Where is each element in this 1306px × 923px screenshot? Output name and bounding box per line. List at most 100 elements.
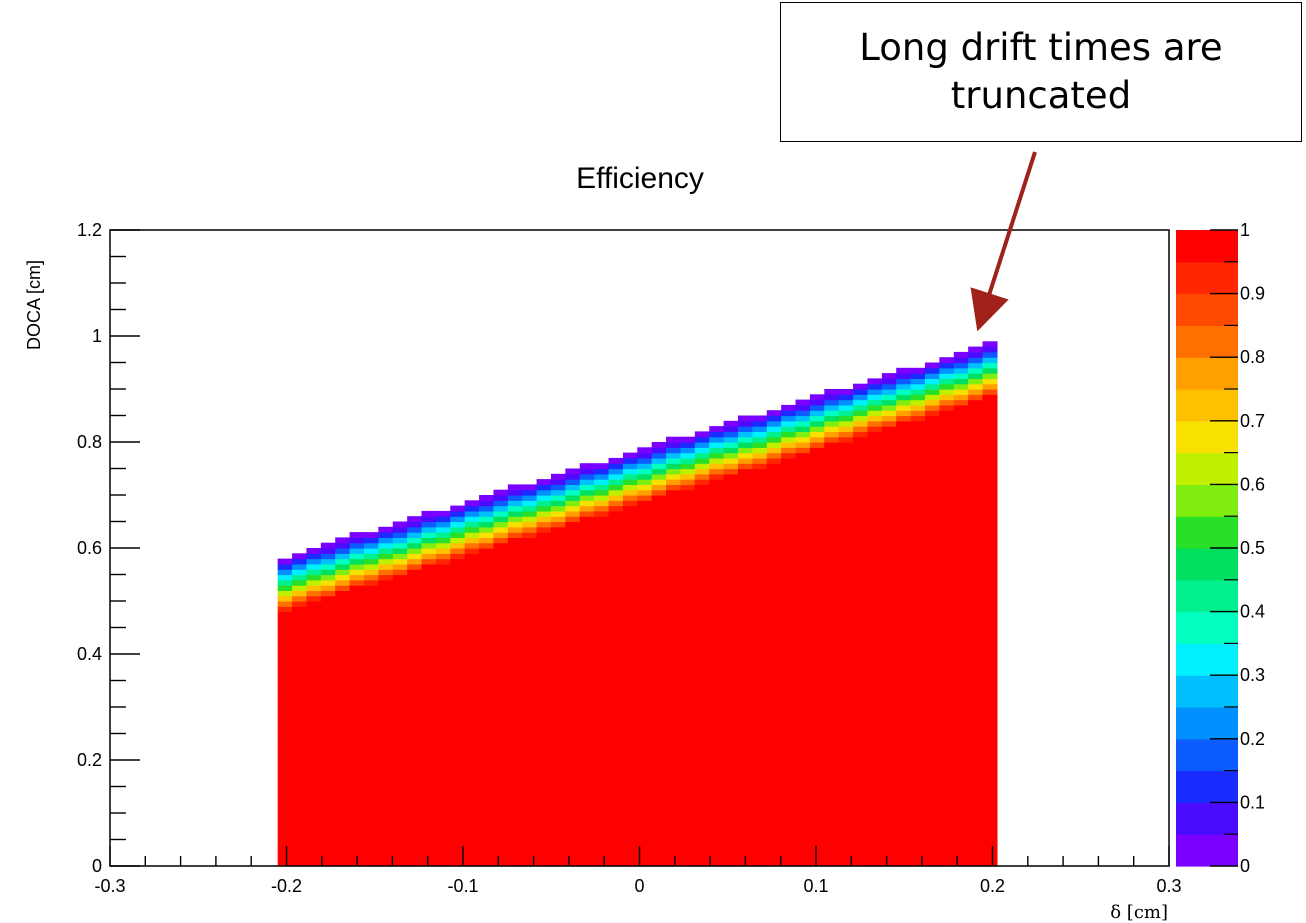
heatmap-cell	[522, 643, 538, 650]
heatmap-cell	[953, 590, 969, 597]
heatmap-cell	[608, 521, 624, 528]
heatmap-cell	[335, 659, 351, 666]
heatmap-cell	[479, 765, 495, 772]
heatmap-cell	[853, 489, 869, 496]
heatmap-cell	[723, 844, 739, 851]
heatmap-cell	[493, 563, 509, 570]
heatmap-cell	[968, 659, 984, 666]
heatmap-cell	[881, 611, 897, 618]
heatmap-cell	[737, 415, 753, 422]
heatmap-cell	[579, 537, 595, 544]
heatmap-cell	[507, 510, 523, 517]
heatmap-cell	[795, 638, 811, 644]
heatmap-cell	[493, 616, 509, 623]
heatmap-cell	[924, 823, 940, 830]
heatmap-cell	[939, 707, 955, 713]
heatmap-cell	[881, 643, 897, 650]
heatmap-cell	[565, 781, 581, 788]
heatmap-cell	[737, 643, 753, 650]
heatmap-cell	[838, 839, 854, 846]
heatmap-cell	[838, 791, 854, 798]
heatmap-cell	[809, 548, 825, 554]
heatmap-cell	[320, 701, 336, 708]
heatmap-cell	[666, 728, 682, 735]
heatmap-cell	[795, 696, 811, 703]
heatmap-cell	[924, 394, 940, 401]
heatmap-cell	[824, 558, 840, 565]
heatmap-cell	[795, 415, 811, 422]
heatmap-cell	[435, 654, 451, 660]
heatmap-cell	[982, 510, 998, 517]
heatmap-cell	[550, 712, 566, 719]
heatmap-cell	[550, 532, 566, 538]
heatmap-cell	[349, 569, 365, 576]
heatmap-cell	[522, 791, 538, 798]
heatmap-cell	[421, 553, 437, 560]
heatmap-cell	[694, 442, 710, 448]
heatmap-cell	[493, 844, 509, 851]
heatmap-cell	[982, 436, 998, 443]
heatmap-cell	[867, 537, 883, 544]
heatmap-cell	[939, 383, 955, 390]
heatmap-cell	[479, 622, 495, 629]
heatmap-cell	[824, 436, 840, 443]
heatmap-cell	[349, 733, 365, 740]
heatmap-cell	[666, 616, 682, 623]
heatmap-cell	[881, 574, 897, 581]
heatmap-cell	[694, 611, 710, 618]
heatmap-cell	[709, 696, 725, 703]
heatmap-cell	[939, 797, 955, 803]
heatmap-cell	[277, 643, 293, 650]
heatmap-cell	[953, 373, 969, 379]
heatmap-cell	[896, 399, 912, 406]
heatmap-cell	[723, 431, 739, 438]
heatmap-cell	[579, 611, 595, 618]
heatmap-cell	[306, 749, 322, 756]
heatmap-cell	[507, 797, 523, 803]
heatmap-cell	[435, 558, 451, 565]
heatmap-cell	[853, 850, 869, 856]
heatmap-cell	[292, 569, 308, 576]
heatmap-cell	[680, 860, 696, 867]
heatmap-cell	[579, 574, 595, 581]
heatmap-cell	[824, 542, 840, 549]
heatmap-cell	[277, 627, 293, 634]
heatmap-cell	[479, 590, 495, 597]
heatmap-cell	[378, 834, 394, 841]
heatmap-cell	[867, 744, 883, 750]
heatmap-cell	[306, 622, 322, 629]
heatmap-cell	[924, 659, 940, 666]
heatmap-cell	[378, 850, 394, 856]
heatmap-cell	[824, 463, 840, 470]
heatmap-cell	[910, 463, 926, 470]
heatmap-cell	[392, 760, 408, 766]
heatmap-cell	[421, 744, 437, 750]
heatmap-cell	[737, 696, 753, 703]
heatmap-cell	[493, 601, 509, 607]
heatmap-cell	[752, 834, 768, 841]
heatmap-cell	[335, 680, 351, 687]
heatmap-cell	[292, 744, 308, 750]
heatmap-cell	[968, 473, 984, 480]
heatmap-cell	[493, 775, 509, 782]
heatmap-cell	[953, 797, 969, 803]
heatmap-cell	[781, 410, 797, 417]
heatmap-cell	[507, 813, 523, 819]
heatmap-cell	[335, 558, 351, 565]
heatmap-cell	[378, 717, 394, 724]
heatmap-cell	[680, 452, 696, 459]
heatmap-cell	[896, 563, 912, 570]
heatmap-cell	[680, 632, 696, 639]
heatmap-cell	[435, 760, 451, 766]
heatmap-cell	[493, 707, 509, 713]
heatmap-cell	[723, 775, 739, 782]
heatmap-cell	[982, 781, 998, 788]
heatmap-cell	[335, 696, 351, 703]
heatmap-cell	[320, 717, 336, 724]
heatmap-cell	[407, 532, 423, 538]
heatmap-cell	[479, 738, 495, 745]
heatmap-cell	[824, 738, 840, 745]
heatmap-cell	[622, 802, 638, 809]
heatmap-cell	[781, 722, 797, 729]
heatmap-cell	[507, 717, 523, 724]
